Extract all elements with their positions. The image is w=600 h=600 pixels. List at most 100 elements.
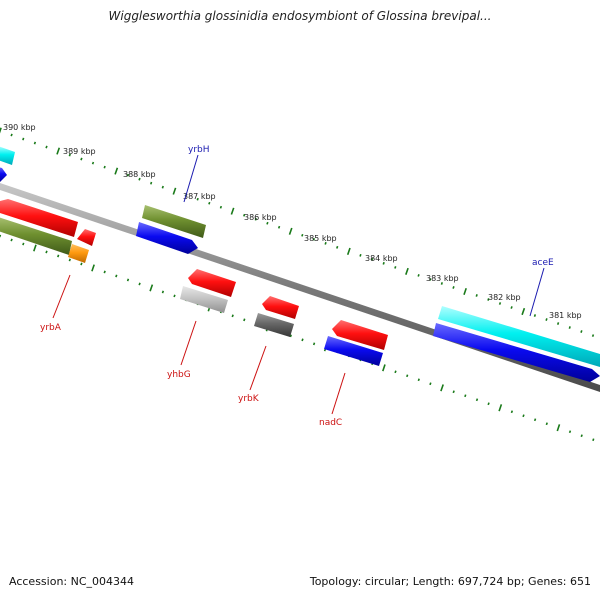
inner-track-major-tick: [556, 424, 561, 432]
outer-track-dot: [301, 233, 304, 237]
outer-track-dot: [45, 145, 48, 149]
inner-track-dot: [312, 342, 316, 346]
outer-track-dot: [254, 217, 257, 221]
outer-track-dot: [475, 294, 478, 297]
outer-track-dot: [440, 282, 443, 285]
outer-track-dot: [336, 245, 339, 249]
inner-track-dot: [580, 434, 583, 438]
outer-track-dot: [452, 286, 455, 289]
outer-track-dot: [208, 201, 211, 205]
inner-track-dot: [57, 254, 60, 258]
outer-track-dot: [591, 334, 595, 337]
leader-line-aceE: [529, 267, 545, 317]
inner-track-dot: [406, 374, 409, 378]
gene-yrbA-red[interactable]: [77, 229, 96, 246]
inner-track-dot: [568, 430, 572, 434]
inner-track-dot: [173, 294, 176, 298]
gene-forward-cyan-left[interactable]: [0, 146, 15, 165]
outer-track-dot: [394, 266, 397, 269]
leader-line-yrbA: [52, 274, 71, 319]
inner-track-major-tick: [440, 384, 444, 392]
outer-track-dot: [417, 274, 420, 277]
outer-track-major-tick: [0, 127, 2, 134]
inner-track-dot: [510, 410, 514, 414]
gene-label-yrbH: yrbH: [188, 145, 210, 155]
inner-track-dot: [452, 390, 455, 394]
outer-track-dot: [568, 326, 571, 329]
outer-track-dot: [359, 253, 362, 257]
outer-track-major-tick: [521, 307, 526, 316]
outer-track-major-tick: [114, 167, 119, 175]
outer-track-dot: [277, 225, 281, 229]
inner-track-dot: [545, 422, 548, 426]
outer-track-dot: [150, 181, 153, 185]
inner-track-dot: [45, 250, 48, 254]
outer-track-dot: [510, 306, 513, 309]
inner-track-dot: [475, 398, 479, 402]
map-title: Wigglesworthia glossinidia endosymbiont …: [108, 9, 492, 23]
outer-track-major-tick: [405, 267, 409, 275]
inner-track-dot: [80, 262, 83, 266]
inner-track-dot: [417, 378, 420, 382]
outer-track-major-tick: [172, 187, 177, 195]
outer-track-dot: [91, 161, 95, 165]
scale-label-390: 390 kbp: [3, 123, 36, 132]
gene-label-aceE: aceE: [532, 258, 554, 268]
scale-label-382: 382 kbp: [488, 293, 521, 302]
inner-track-dot: [10, 238, 13, 242]
gene-reverse-red-left[interactable]: [0, 199, 78, 237]
gene-label-yhbG: yhbG: [167, 370, 191, 380]
inner-track-dot: [22, 242, 25, 246]
inner-track-major-tick: [498, 404, 503, 412]
inner-track-dot: [464, 394, 467, 398]
inner-track-dot: [68, 258, 71, 262]
scale-label-386: 386 kbp: [244, 213, 277, 222]
gene-label-yrbA: yrbA: [40, 323, 62, 333]
accession-text: Accession: NC_004344: [9, 575, 135, 588]
inner-track-dot: [243, 318, 246, 322]
gene-forward-blue-left[interactable]: [0, 167, 7, 182]
inner-track-dot: [429, 382, 432, 386]
outer-track-dot: [10, 133, 13, 137]
inner-track-dot: [533, 418, 537, 422]
outer-track-major-tick: [346, 247, 351, 255]
scale-label-383: 383 kbp: [426, 274, 459, 283]
scale-label-389: 389 kbp: [63, 147, 96, 156]
outer-track-dot: [312, 237, 316, 241]
outer-track-dot: [68, 153, 71, 157]
leader-line-yhbG: [180, 320, 197, 366]
outer-track-dot: [161, 185, 164, 189]
gene-reverse-olive-left[interactable]: [0, 217, 72, 255]
gene-nadC-red[interactable]: [332, 320, 388, 350]
outer-track-major-tick: [230, 207, 235, 215]
gene-forward-blue-right[interactable]: [433, 323, 600, 382]
outer-track-major-tick: [463, 287, 467, 296]
outer-track-dot: [429, 278, 432, 281]
outer-track-dot: [324, 241, 327, 245]
gene-yrbH-olive[interactable]: [142, 205, 206, 238]
inner-track-dot: [301, 338, 304, 342]
outer-track-major-tick: [56, 147, 61, 155]
gene-yhbG-red[interactable]: [188, 269, 236, 297]
gene-yrbK-dark[interactable]: [254, 313, 294, 337]
outer-track-dot: [266, 221, 269, 225]
outer-track-dot: [243, 213, 246, 217]
gene-aceE-cyan[interactable]: [438, 306, 600, 367]
gene-nadC-blue[interactable]: [324, 336, 383, 366]
scale-label-381: 381 kbp: [549, 311, 582, 320]
outer-track-dot: [487, 298, 490, 301]
leader-line-yrbH: [183, 154, 199, 203]
topology-text: Topology: circular; Length: 697,724 bp; …: [309, 575, 591, 588]
inner-track-major-tick: [91, 264, 95, 272]
leader-line-yrbK: [249, 345, 267, 391]
gene-orange[interactable]: [68, 244, 89, 263]
scale-label-387: 387 kbp: [183, 192, 216, 201]
outer-track-dot: [556, 322, 560, 325]
scale-label-384: 384 kbp: [365, 254, 398, 263]
gene-yhbG-gray[interactable]: [180, 286, 228, 313]
gene-forward-blue-mid[interactable]: [136, 222, 198, 254]
outer-track-dot: [22, 137, 25, 141]
outer-track-dot: [580, 330, 583, 333]
gene-yrbK-red[interactable]: [262, 296, 299, 319]
